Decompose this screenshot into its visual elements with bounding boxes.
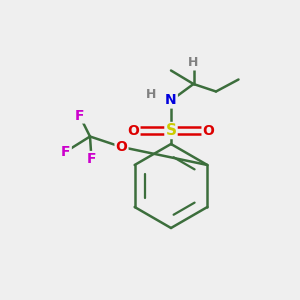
- Text: H: H: [188, 56, 199, 70]
- Text: F: F: [75, 109, 84, 122]
- Text: O: O: [202, 124, 214, 137]
- Text: O: O: [116, 140, 128, 154]
- Text: N: N: [165, 94, 177, 107]
- Text: O: O: [128, 124, 140, 137]
- Text: F: F: [61, 145, 71, 158]
- Text: S: S: [166, 123, 176, 138]
- Text: H: H: [146, 88, 157, 101]
- Text: F: F: [87, 152, 96, 166]
